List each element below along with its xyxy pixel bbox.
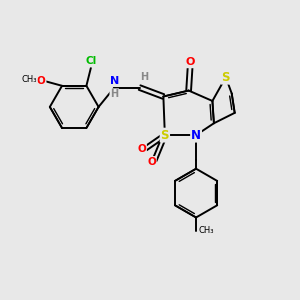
Text: N: N <box>191 129 201 142</box>
Text: H: H <box>110 89 118 99</box>
Text: O: O <box>185 57 195 67</box>
Text: O: O <box>137 144 146 154</box>
Text: N: N <box>110 76 119 86</box>
Text: CH₃: CH₃ <box>199 226 214 235</box>
Text: O: O <box>147 157 156 167</box>
Text: CH₃: CH₃ <box>22 75 37 84</box>
Text: S: S <box>221 71 230 84</box>
Text: H: H <box>140 72 148 82</box>
Text: O: O <box>37 76 46 86</box>
Text: Cl: Cl <box>85 56 97 66</box>
Text: S: S <box>160 129 169 142</box>
